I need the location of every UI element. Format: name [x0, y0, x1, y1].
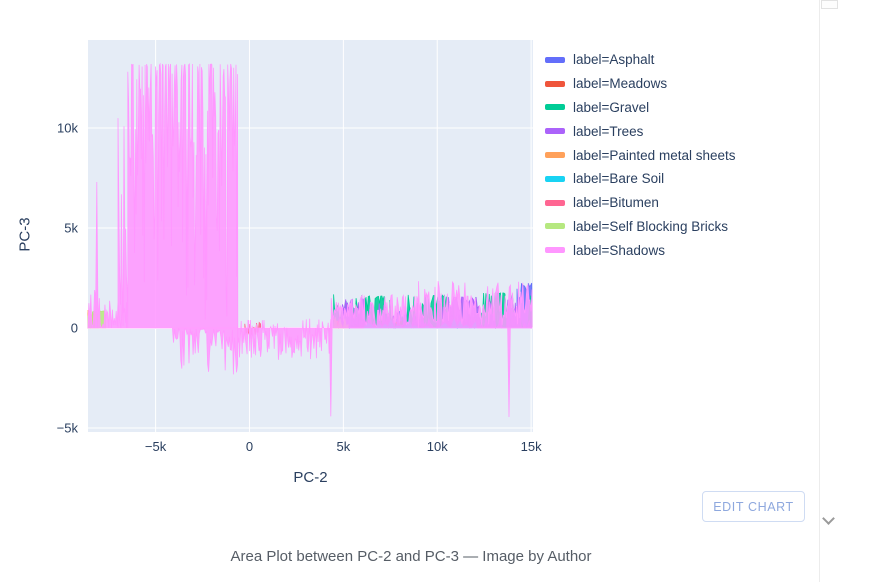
legend-swatch-icon — [545, 247, 565, 254]
legend-label: label=Gravel — [573, 99, 650, 115]
legend-swatch-icon — [545, 175, 565, 182]
scrollbar-rail — [819, 0, 820, 582]
x-tick-label: 5k — [336, 439, 351, 454]
legend: label=Asphalt label=Meadows label=Gravel la… — [545, 48, 735, 262]
edit-chart-button[interactable]: EDIT CHART — [702, 491, 805, 522]
legend-swatch-icon — [545, 223, 565, 230]
y-tick-label: 10k — [57, 120, 78, 136]
y-tick-label: 0 — [70, 320, 78, 336]
x-axis-title: PC-2 — [293, 469, 328, 486]
caption: Area Plot between PC-2 and PC-3 — Image … — [230, 548, 592, 565]
area-plot-canvas — [87, 40, 533, 432]
legend-label: label=Painted metal sheets — [573, 147, 736, 163]
y-tick-label: 5k — [64, 220, 78, 236]
x-tick-label: 0 — [245, 439, 254, 454]
legend-item-bitumen[interactable]: label=Bitumen — [545, 191, 735, 215]
legend-swatch-icon — [545, 80, 565, 87]
legend-item-shadows[interactable]: label=Shadows — [545, 238, 735, 262]
legend-item-painted-metal-sheets[interactable]: label=Painted metal sheets — [545, 143, 735, 167]
x-tick-label: 10k — [426, 439, 448, 454]
legend-label: label=Shadows — [573, 242, 665, 258]
plot-area — [87, 40, 533, 432]
legend-swatch-icon — [545, 56, 565, 63]
x-tick-label: 15k — [520, 439, 542, 454]
legend-item-meadows[interactable]: label=Meadows — [545, 72, 735, 96]
legend-label: label=Bare Soil — [573, 171, 665, 187]
legend-swatch-icon — [545, 128, 565, 135]
legend-label: label=Self Blocking Bricks — [573, 218, 728, 234]
legend-label: label=Asphalt — [573, 52, 655, 68]
legend-swatch-icon — [545, 104, 565, 111]
x-tick-label: −5k — [144, 439, 167, 454]
legend-item-trees[interactable]: label=Trees — [545, 119, 735, 143]
legend-label: label=Trees — [573, 123, 644, 139]
legend-swatch-icon — [545, 152, 565, 159]
legend-item-self-blocking-bricks[interactable]: label=Self Blocking Bricks — [545, 215, 735, 239]
legend-label: label=Bitumen — [573, 195, 659, 211]
y-tick-label: −5k — [56, 420, 78, 436]
series-shadows — [87, 62, 533, 418]
chevron-down-icon[interactable] — [822, 512, 835, 525]
scrollbar-thumb[interactable] — [821, 0, 838, 9]
legend-swatch-icon — [545, 199, 565, 206]
legend-item-bare-soil[interactable]: label=Bare Soil — [545, 167, 735, 191]
legend-item-gravel[interactable]: label=Gravel — [545, 96, 735, 120]
legend-label: label=Meadows — [573, 76, 668, 92]
legend-item-asphalt[interactable]: label=Asphalt — [545, 48, 735, 72]
